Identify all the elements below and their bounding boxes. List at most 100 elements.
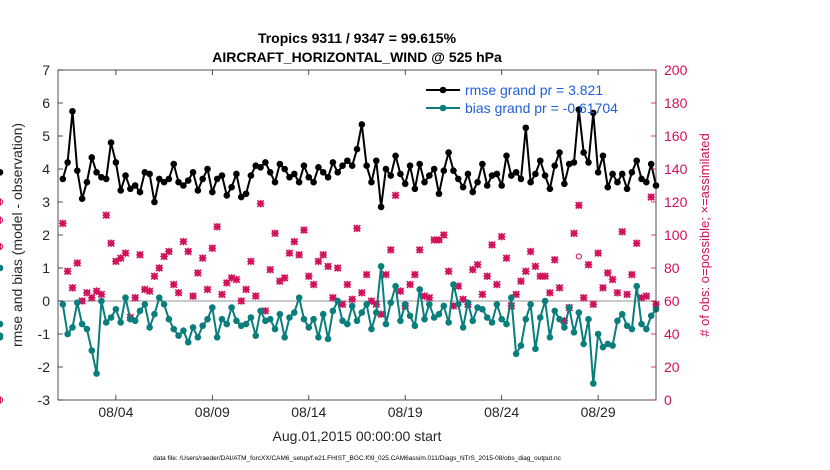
bias-point — [479, 305, 486, 313]
bias-point — [0, 334, 4, 341]
bias-point — [122, 294, 129, 302]
x-tick-label: 08/29 — [581, 404, 616, 420]
bias-point — [295, 294, 303, 302]
obs-assimilated-point — [589, 300, 598, 309]
y-tick-label: 0 — [42, 293, 50, 309]
rmse-point — [498, 182, 505, 189]
legend-bias-marker — [439, 104, 447, 112]
rmse-point — [194, 187, 202, 194]
y-tick-label: 5 — [42, 128, 50, 144]
bias-point — [353, 317, 361, 325]
rmse-point — [146, 170, 153, 178]
rmse-point — [83, 178, 91, 186]
rmse-point — [416, 160, 423, 168]
obs-assimilated-point — [343, 280, 352, 289]
obs-assimilated-point — [353, 224, 361, 233]
obs-assimilated-point — [425, 293, 434, 302]
rmse-point — [633, 157, 641, 165]
bias-point — [358, 309, 366, 316]
y2-tick-label: 80 — [664, 260, 680, 276]
y2-axis-label: # of obs: o=possible; ×=assimilated — [697, 133, 712, 336]
obs-assimilated-point — [232, 275, 241, 284]
obs-assimilated-point — [555, 284, 564, 292]
obs-assimilated-point — [647, 193, 655, 201]
rmse-point — [411, 185, 419, 193]
y2-tick-label: 60 — [664, 293, 680, 309]
bias-point — [223, 320, 231, 328]
bias-point — [170, 325, 178, 333]
bias-point — [146, 324, 153, 331]
obs-assimilated-point — [285, 249, 294, 257]
rmse-point — [387, 172, 395, 179]
bias-point — [218, 315, 226, 323]
obs-assimilated-point — [478, 290, 487, 299]
bias-point — [430, 314, 438, 321]
obs-assimilated-point — [603, 269, 612, 277]
bias-line — [61, 265, 657, 385]
x-tick-label: 08/19 — [388, 404, 423, 420]
y2-tick-label: 120 — [664, 194, 688, 210]
rmse-point — [257, 164, 264, 171]
y2-tick-label: 20 — [664, 359, 680, 375]
bias-point — [348, 302, 356, 310]
obs-assimilated-point — [155, 264, 164, 272]
rmse-point — [334, 169, 342, 176]
rmse-point — [102, 175, 110, 183]
bias-point — [532, 345, 539, 353]
obs-assimilated-point — [608, 275, 617, 284]
rmse-point — [426, 172, 433, 179]
bias-point — [107, 314, 115, 321]
rmse-point — [237, 193, 245, 201]
bias-point — [454, 301, 462, 308]
obs-assimilated-point — [97, 290, 106, 299]
rmse-point — [628, 169, 636, 176]
bias-point — [300, 315, 308, 323]
obs-assimilated-point — [483, 272, 492, 281]
obs-assimilated-point — [112, 257, 120, 266]
obs-assimilated-point — [256, 199, 265, 208]
rmse-point — [218, 172, 226, 179]
obs-assimilated-point — [411, 270, 419, 279]
obs-assimilated-point — [348, 295, 356, 304]
obs-assimilated-point — [165, 247, 173, 256]
rmse-point — [93, 169, 100, 176]
x-tick-label: 08/24 — [484, 404, 519, 420]
obs-assimilated-point — [203, 285, 212, 294]
obs-assimilated-point — [300, 226, 308, 234]
bias-point — [329, 307, 337, 315]
bias-point — [233, 317, 240, 325]
bias-point — [551, 307, 559, 315]
rmse-point — [165, 175, 173, 183]
bias-point — [228, 304, 235, 311]
bias-point — [339, 317, 346, 325]
rmse-point — [401, 180, 409, 188]
rmse-point — [69, 107, 76, 115]
rmse-point — [233, 170, 240, 178]
obs-assimilated-point — [493, 280, 501, 289]
obs-assimilated-point — [531, 262, 540, 271]
obs-possible-point — [0, 217, 4, 224]
rmse-point — [483, 182, 491, 189]
rmse-point — [469, 188, 477, 196]
bias-point — [257, 307, 264, 315]
bias-point — [93, 370, 100, 377]
bias-point — [286, 314, 293, 321]
rmse-series — [0, 106, 660, 211]
rmse-point — [281, 165, 288, 173]
rmse-point — [382, 165, 390, 173]
obs-assimilated-point — [541, 272, 549, 281]
rmse-point — [377, 203, 385, 211]
obs-assimilated-point — [584, 260, 593, 269]
y-axis-right: 0 20 40 60 80 100 120 140 160 180 200 — [651, 62, 688, 408]
rmse-point — [213, 175, 221, 183]
obs-assimilated-point — [290, 237, 299, 246]
obs-assimilated-point — [280, 274, 289, 282]
obs-assimilated-point — [613, 288, 622, 297]
y-tick-label: 3 — [42, 194, 50, 210]
y2-tick-label: 180 — [664, 95, 688, 111]
rmse-point — [647, 160, 655, 168]
y2-tick-label: 200 — [664, 62, 688, 78]
rmse-point — [189, 169, 197, 176]
legend: rmse grand pr = 3.821 bias grand pr = -0… — [426, 82, 618, 116]
y-tick-label: 1 — [42, 260, 50, 276]
